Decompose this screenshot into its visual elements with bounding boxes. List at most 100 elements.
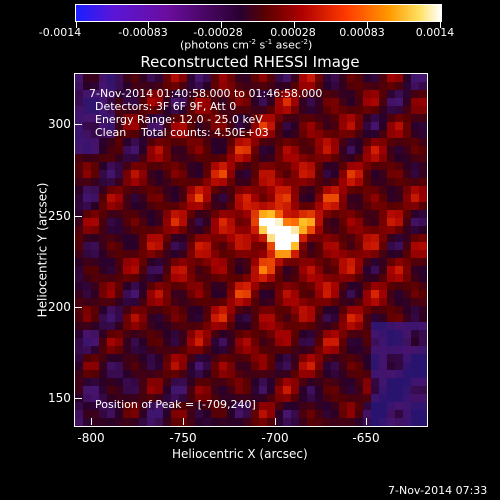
image-pixel (259, 178, 268, 187)
image-pixel (115, 410, 124, 419)
image-pixel (275, 282, 284, 291)
image-pixel (291, 274, 300, 283)
image-pixel (395, 178, 404, 187)
image-pixel (115, 402, 124, 411)
image-pixel (339, 258, 348, 267)
image-pixel (363, 242, 372, 251)
image-pixel (139, 242, 148, 251)
image-pixel (243, 242, 252, 251)
image-pixel (115, 346, 124, 355)
image-pixel (355, 386, 364, 395)
image-pixel (91, 218, 100, 227)
image-pixel (163, 170, 172, 179)
image-pixel (179, 250, 188, 259)
image-pixel (163, 354, 172, 363)
image-pixel (195, 178, 204, 187)
image-pixel (331, 250, 340, 259)
image-pixel (115, 298, 124, 307)
image-pixel (315, 82, 324, 91)
image-pixel (299, 186, 308, 195)
image-pixel (323, 234, 332, 243)
image-pixel (251, 106, 260, 115)
image-pixel (187, 266, 196, 275)
image-pixel (227, 82, 236, 91)
image-pixel (379, 354, 388, 363)
image-pixel (347, 218, 356, 227)
image-pixel (107, 266, 116, 275)
image-pixel (163, 394, 172, 403)
image-pixel (227, 322, 236, 331)
image-pixel (179, 378, 188, 387)
image-pixel (403, 378, 412, 387)
image-pixel (315, 114, 324, 123)
image-pixel (339, 338, 348, 347)
image-pixel (403, 274, 412, 283)
image-pixel (331, 178, 340, 187)
image-pixel (243, 114, 252, 123)
image-pixel (275, 226, 284, 235)
image-pixel (419, 202, 427, 211)
image-pixel (203, 250, 212, 259)
image-pixel (323, 202, 332, 211)
image-pixel (139, 410, 148, 419)
image-pixel (235, 306, 244, 315)
image-pixel (107, 370, 116, 379)
image-pixel (155, 226, 164, 235)
image-pixel (99, 402, 108, 411)
image-pixel (123, 186, 132, 195)
image-pixel (307, 82, 316, 91)
image-pixel (355, 114, 364, 123)
image-pixel (195, 290, 204, 299)
image-pixel (387, 210, 396, 219)
image-pixel (147, 226, 156, 235)
image-pixel (179, 410, 188, 419)
image-pixel (99, 306, 108, 315)
image-pixel (107, 298, 116, 307)
image-pixel (123, 258, 132, 267)
energy-range-text: Energy Range: 12.0 - 25.0 keV (95, 113, 263, 126)
image-pixel (371, 410, 380, 419)
image-pixel (267, 90, 276, 99)
image-pixel (339, 130, 348, 139)
image-pixel (411, 210, 420, 219)
image-pixel (315, 234, 324, 243)
image-pixel (139, 346, 148, 355)
image-pixel (163, 138, 172, 147)
heatmap-canvas (75, 74, 427, 426)
image-pixel (419, 274, 427, 283)
image-pixel (267, 362, 276, 371)
image-pixel (107, 402, 116, 411)
image-pixel (283, 266, 292, 275)
image-pixel (331, 338, 340, 347)
image-pixel (395, 242, 404, 251)
image-pixel (299, 306, 308, 315)
image-pixel (315, 386, 324, 395)
image-pixel (251, 410, 260, 419)
image-pixel (195, 258, 204, 267)
image-pixel (251, 346, 260, 355)
image-pixel (155, 290, 164, 299)
image-pixel (259, 138, 268, 147)
image-pixel (387, 250, 396, 259)
image-pixel (147, 138, 156, 147)
image-pixel (99, 178, 108, 187)
image-pixel (419, 138, 427, 147)
image-pixel (251, 194, 260, 203)
image-pixel (83, 90, 92, 99)
image-pixel (243, 322, 252, 331)
image-pixel (339, 106, 348, 115)
image-pixel (339, 410, 348, 419)
image-pixel (403, 154, 412, 163)
image-pixel (419, 314, 427, 323)
image-pixel (155, 258, 164, 267)
image-pixel (83, 386, 92, 395)
image-pixel (251, 370, 260, 379)
image-pixel (187, 186, 196, 195)
image-pixel (267, 314, 276, 323)
image-pixel (203, 234, 212, 243)
image-pixel (99, 90, 108, 99)
image-pixel (147, 370, 156, 379)
image-pixel (275, 338, 284, 347)
image-pixel (387, 218, 396, 227)
image-pixel (203, 218, 212, 227)
